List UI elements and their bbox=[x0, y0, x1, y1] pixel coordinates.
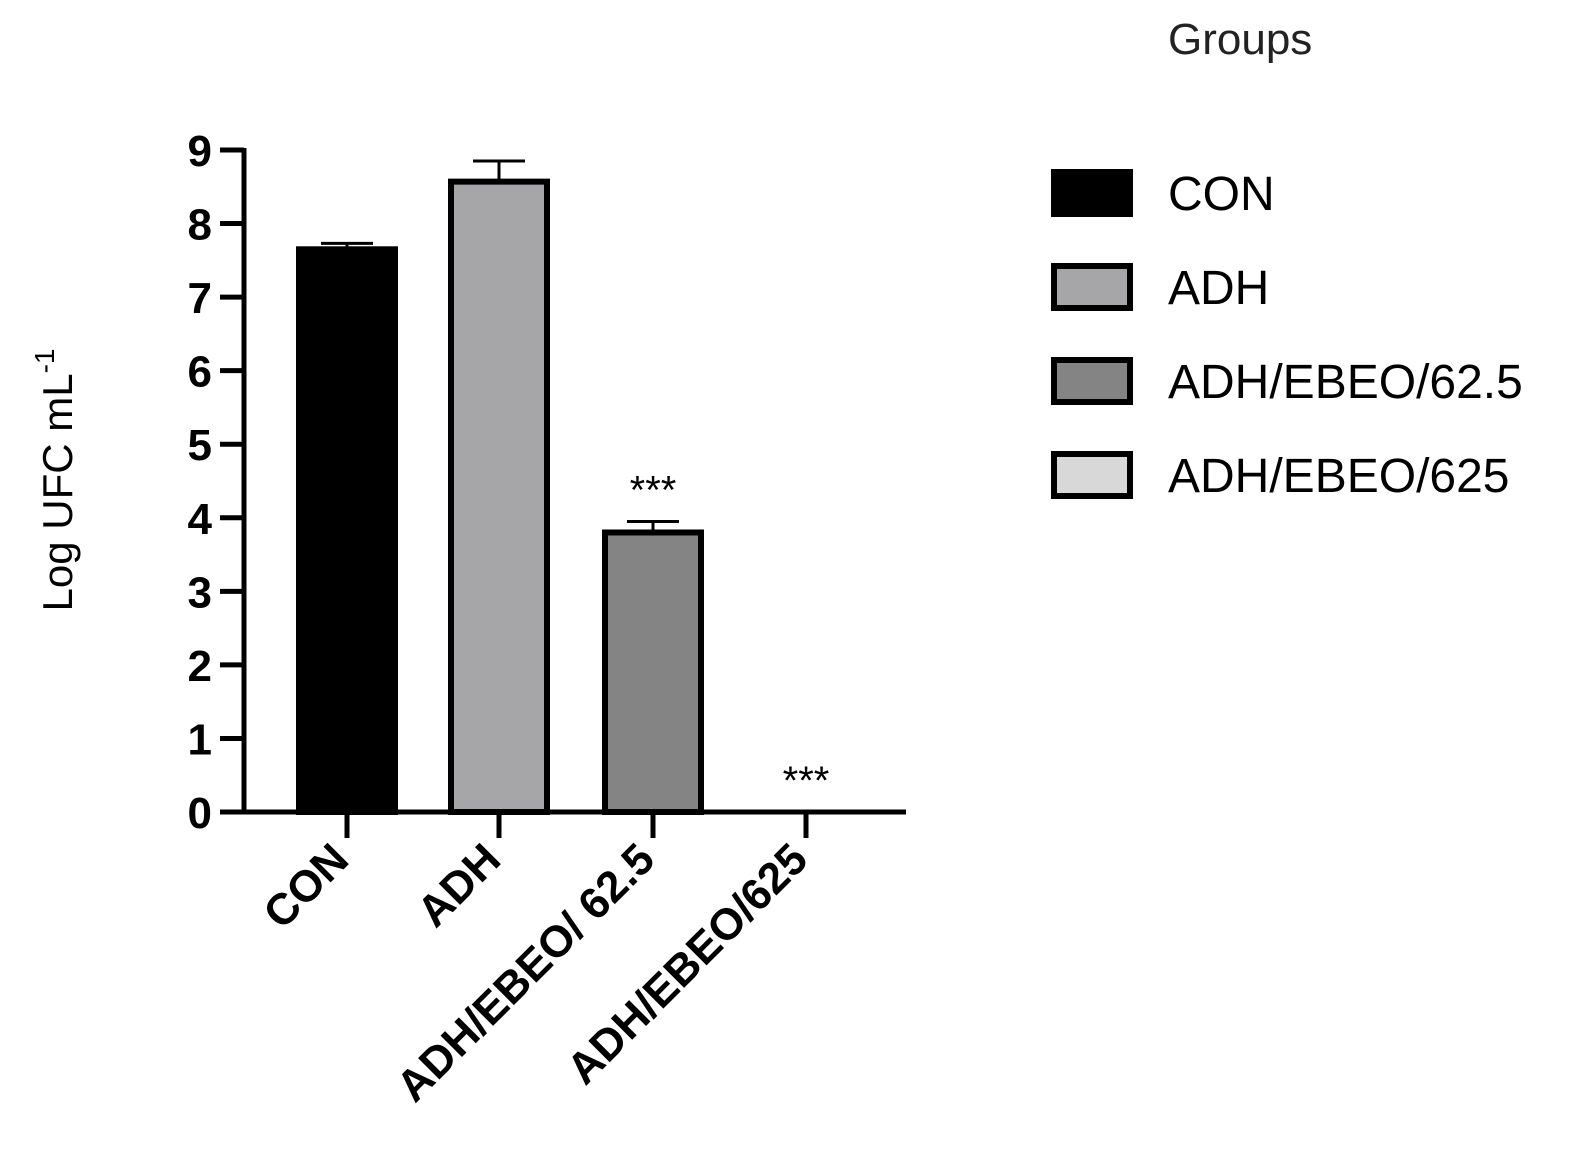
legend-label-2: ADH/EBEO/62.5 bbox=[1168, 356, 1523, 409]
significance-label-3: *** bbox=[783, 759, 830, 803]
significance-label-2: *** bbox=[630, 468, 677, 512]
y-tick-label-3: 3 bbox=[188, 568, 212, 617]
bar-2 bbox=[602, 529, 704, 815]
y-tick-label-2: 2 bbox=[188, 642, 212, 691]
legend-swatch-3 bbox=[1051, 451, 1133, 499]
x-category-label-0: CON bbox=[254, 834, 358, 938]
legend-title: Groups bbox=[1168, 15, 1312, 64]
legend-label-3: ADH/EBEO/625 bbox=[1168, 450, 1509, 503]
y-tick-label-7: 7 bbox=[188, 274, 212, 323]
legend: CON ADH ADH/EBEO/62.5 ADH/EBEO/625 bbox=[1051, 168, 1523, 503]
y-axis-title-superscript: -1 bbox=[29, 349, 60, 374]
legend-label-1: ADH bbox=[1168, 262, 1269, 315]
bar-0 bbox=[296, 246, 398, 816]
legend-swatch-2 bbox=[1051, 357, 1133, 405]
y-tick-label-4: 4 bbox=[188, 495, 213, 544]
y-tick-label-6: 6 bbox=[188, 348, 212, 397]
y-tick-label-5: 5 bbox=[188, 421, 212, 470]
legend-label-0: CON bbox=[1168, 168, 1275, 221]
y-axis-title: Log UFC mL-1 bbox=[29, 349, 81, 612]
y-tick-label-1: 1 bbox=[188, 715, 212, 764]
x-category-label-1: ADH bbox=[408, 834, 510, 936]
x-category-label-2: ADH/EBEO/ 62.5 bbox=[387, 834, 664, 1111]
legend-swatch-0 bbox=[1051, 169, 1133, 217]
bar-1 bbox=[448, 178, 550, 815]
y-tick-label-8: 8 bbox=[188, 201, 212, 250]
bars: *** *** bbox=[296, 159, 830, 816]
y-tick-label-9: 9 bbox=[188, 127, 212, 176]
y-tick-label-0: 0 bbox=[188, 789, 212, 838]
y-axis-title-text: Log UFC mL bbox=[34, 373, 81, 611]
legend-swatch-1 bbox=[1051, 263, 1133, 311]
